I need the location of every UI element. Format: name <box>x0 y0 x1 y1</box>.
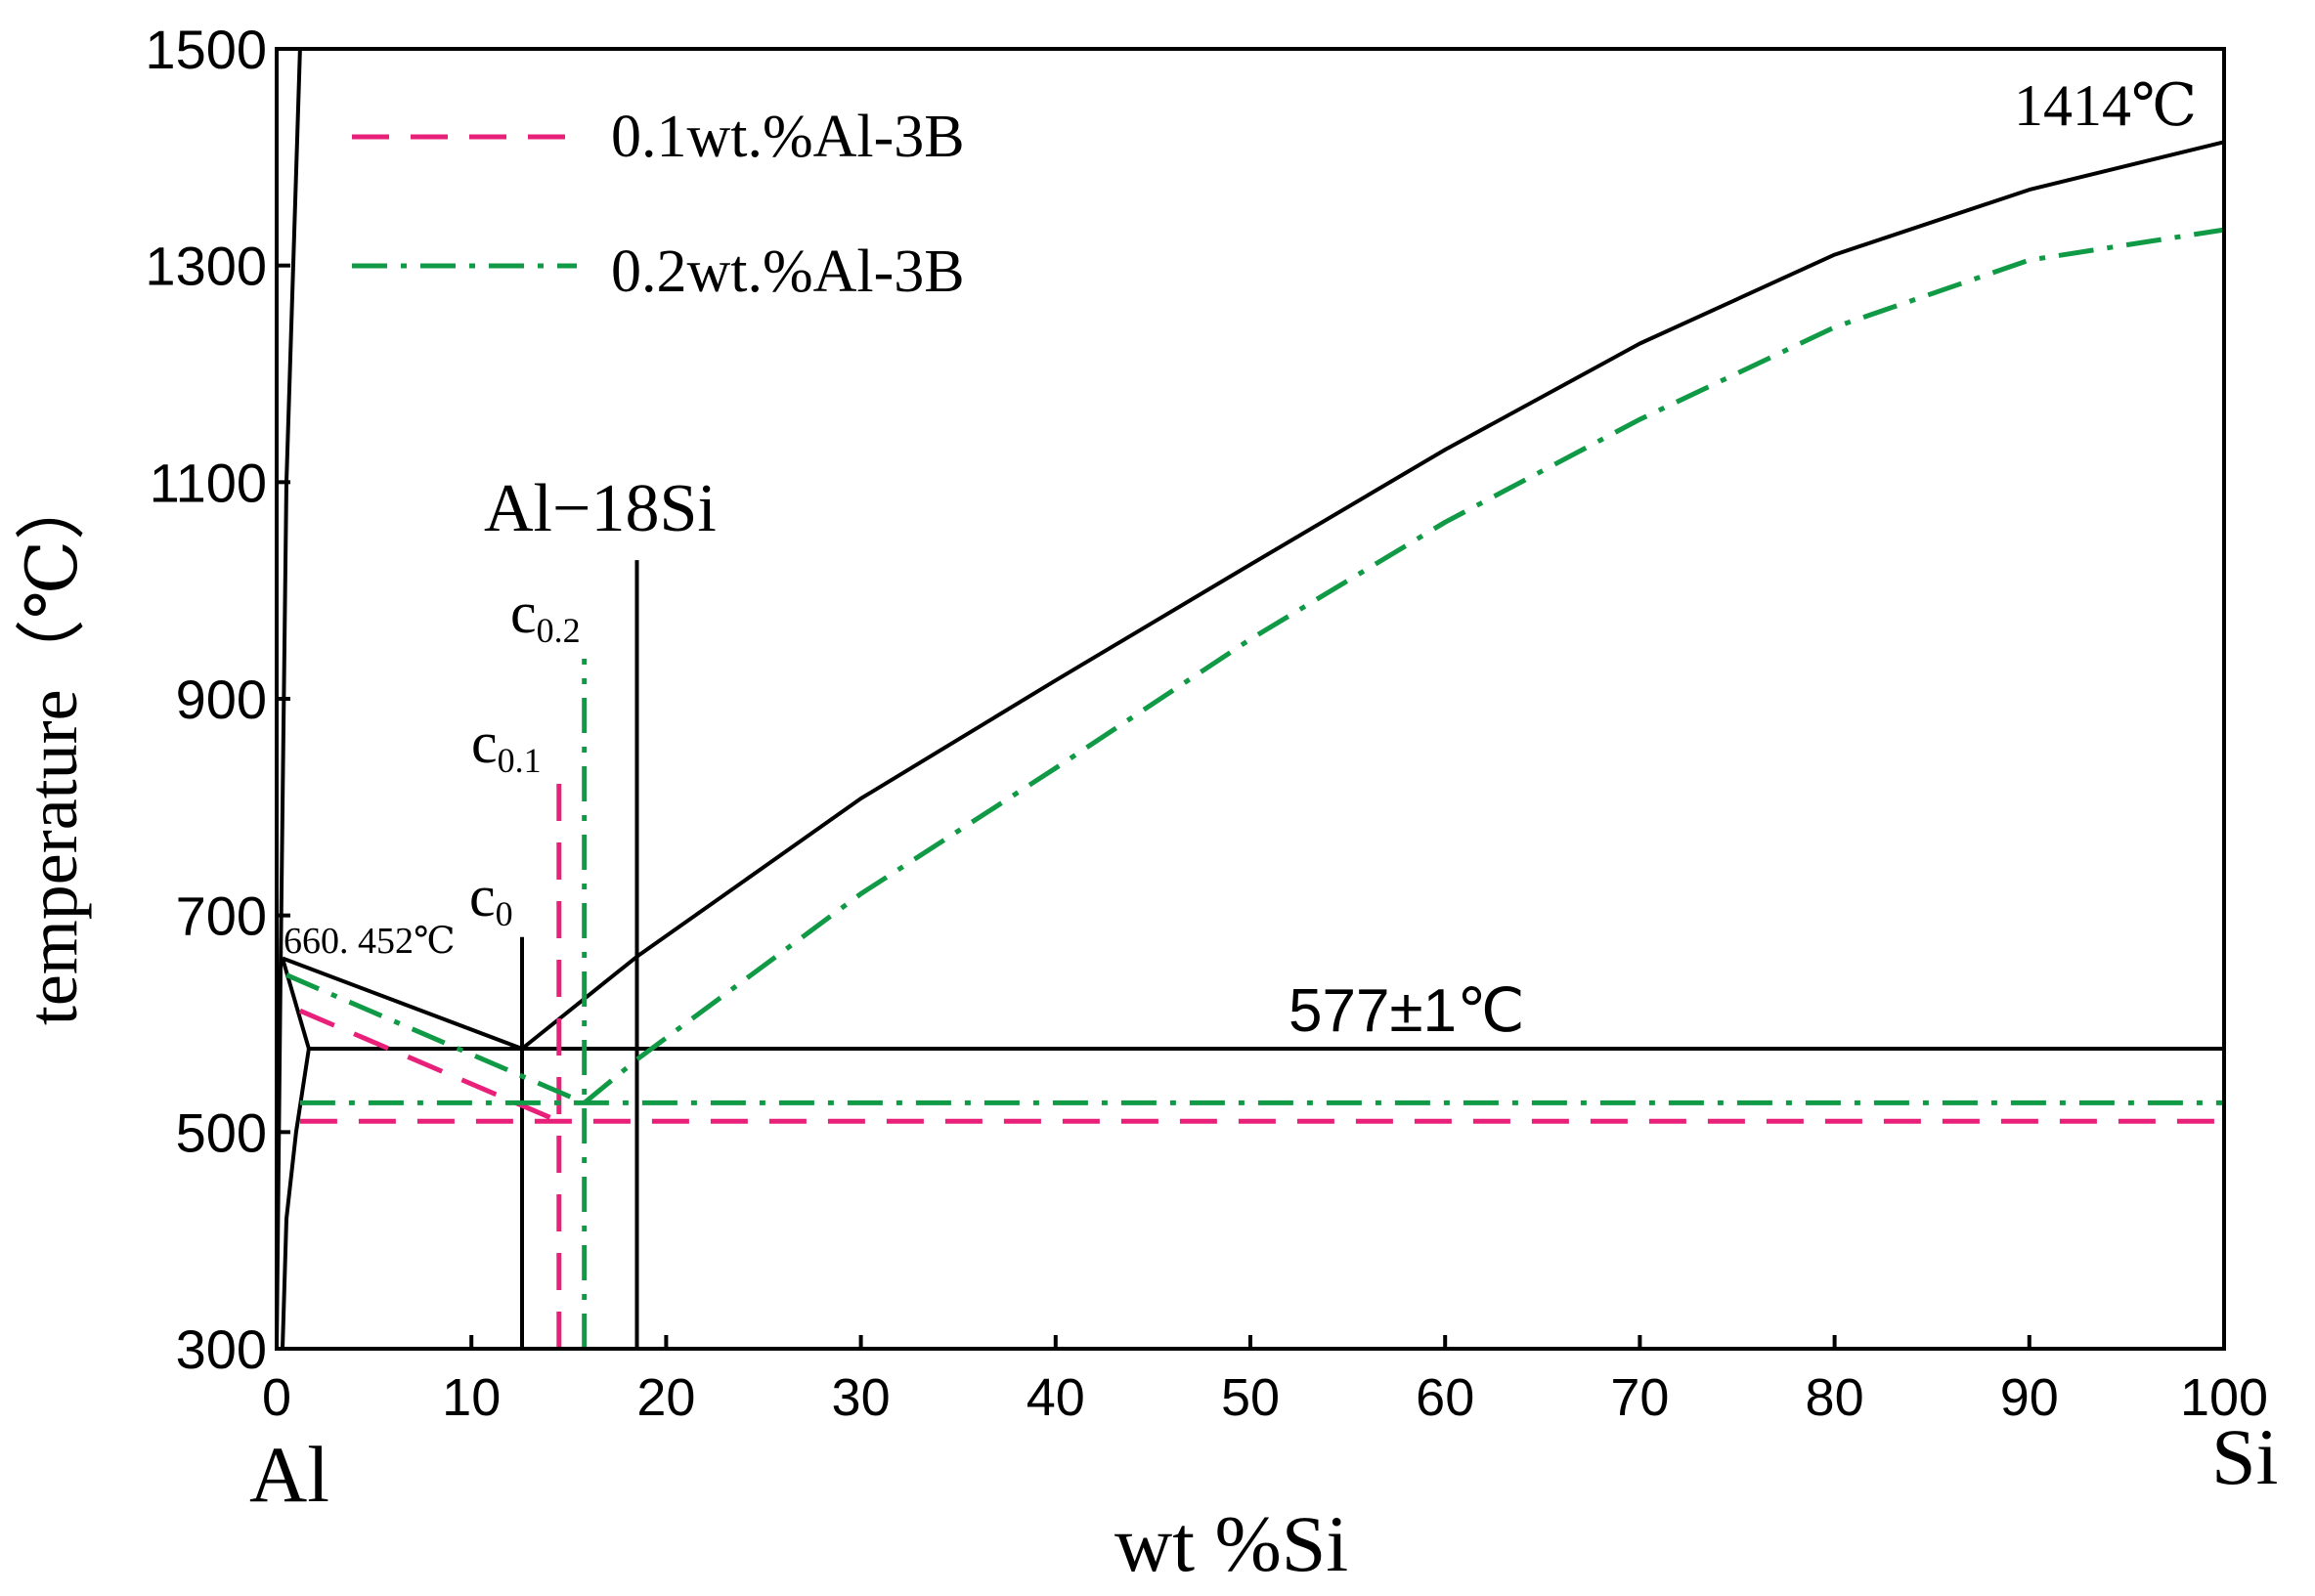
legend: 0.1wt.%Al-3B 0.2wt.%Al-3B <box>352 104 965 305</box>
axis-ticks: 0 10 20 30 40 50 60 70 80 90 100 300 500 700 900 1100 13… <box>145 19 2268 1427</box>
c0-annotation: c0 <box>469 864 513 933</box>
x-tick-label-40: 40 <box>1026 1368 1085 1427</box>
y-tick-label-700: 700 <box>176 885 267 947</box>
x-tick-label-70: 70 <box>1610 1368 1669 1427</box>
series-solvus <box>281 1048 311 1350</box>
x-tick-label-60: 60 <box>1416 1368 1474 1427</box>
c01-subscript: 0.1 <box>498 741 542 780</box>
x-tick-label-100: 100 <box>2180 1368 2268 1427</box>
y-tick-label-1500: 1500 <box>145 19 267 80</box>
series-solidus <box>281 957 311 1050</box>
c02-subscript: 0.2 <box>537 611 581 650</box>
si-melting-annotation: 1414℃ <box>2014 73 2197 138</box>
eutectic-annotation: 577±1℃ <box>1289 977 1525 1045</box>
series-liquidus-si-side <box>520 140 2225 1051</box>
x-tick-label-20: 20 <box>636 1368 695 1427</box>
y-tick-label-300: 300 <box>176 1318 267 1380</box>
x-tick-label-90: 90 <box>2000 1368 2059 1427</box>
y-tick-label-1100: 1100 <box>150 452 267 513</box>
c01-annotation: c0.1 <box>471 711 542 780</box>
x-end-label-al: Al <box>249 1430 329 1519</box>
x-tick-label-10: 10 <box>442 1368 501 1427</box>
x-tick-label-0: 0 <box>262 1368 291 1427</box>
x-axis-title: wt %Si <box>1114 1499 1348 1588</box>
c01-label: c <box>471 711 498 775</box>
c0-label: c <box>469 864 496 928</box>
series-0-2wt-al-3b-liquidus-al-side <box>285 972 586 1105</box>
y-tick-label-1300: 1300 <box>145 236 267 297</box>
c0-subscript: 0 <box>496 894 513 933</box>
x-tick-label-50: 50 <box>1221 1368 1280 1427</box>
y-axis-title: temperature（℃） <box>14 470 92 1025</box>
alloy-annotation: Al−18Si <box>484 471 717 546</box>
y-tick-label-900: 900 <box>176 669 267 730</box>
c02-annotation: c0.2 <box>510 581 581 650</box>
x-tick-label-80: 80 <box>1806 1368 1864 1427</box>
x-end-label-si: Si <box>2211 1412 2278 1501</box>
plot-lines <box>275 48 2225 1350</box>
y-tick-label-500: 500 <box>176 1101 267 1163</box>
x-tick-label-30: 30 <box>832 1368 891 1427</box>
series-0-2wt-al-3b-liquidus-si-side <box>583 227 2225 1105</box>
c02-label: c <box>510 581 537 645</box>
series-liquidus-al-side <box>282 956 523 1051</box>
legend-label-0.1wt: 0.1wt.%Al-3B <box>611 104 965 170</box>
legend-label-0.2wt: 0.2wt.%Al-3B <box>611 238 965 305</box>
al-melting-annotation: 660. 452℃ <box>284 921 456 962</box>
